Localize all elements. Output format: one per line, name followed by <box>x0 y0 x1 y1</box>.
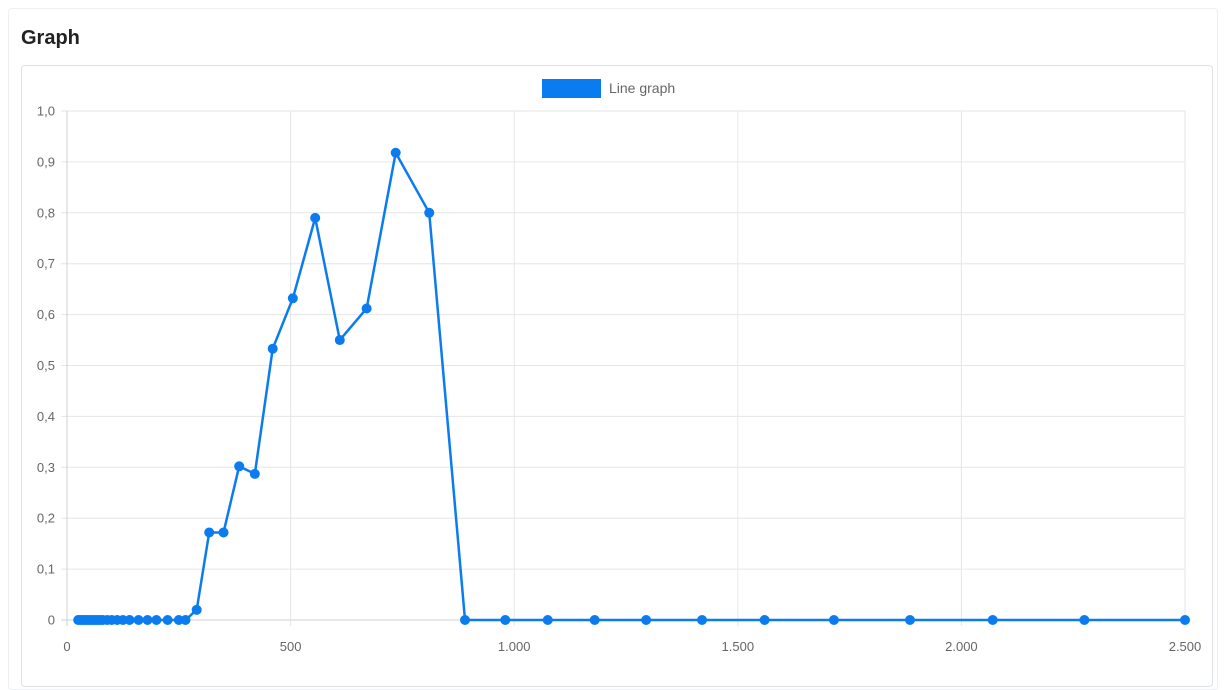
data-point[interactable] <box>361 303 372 314</box>
x-tick-label: 1.000 <box>498 639 531 654</box>
data-point[interactable] <box>390 147 401 158</box>
data-point[interactable] <box>162 615 173 625</box>
legend-label[interactable]: Line graph <box>609 80 675 96</box>
data-point[interactable] <box>460 615 471 625</box>
x-tick-label: 500 <box>280 639 302 654</box>
x-tick-label: 2.000 <box>945 639 978 654</box>
data-point[interactable] <box>180 615 191 625</box>
data-point[interactable] <box>542 615 553 625</box>
data-point[interactable] <box>500 615 511 625</box>
y-tick-label: 0,8 <box>37 205 55 220</box>
y-tick-label: 0,7 <box>37 256 55 271</box>
x-tick-label: 0 <box>63 639 70 654</box>
data-point[interactable] <box>204 527 215 538</box>
data-point[interactable] <box>124 615 135 625</box>
y-tick-label: 0,6 <box>37 307 55 322</box>
legend[interactable]: Line graph <box>542 79 675 98</box>
data-point[interactable] <box>287 293 298 304</box>
grid-lines <box>61 110 1186 626</box>
x-tick-label: 1.500 <box>722 639 755 654</box>
y-tick-label: 0,4 <box>37 409 55 424</box>
data-point[interactable] <box>310 212 321 223</box>
data-point[interactable] <box>697 615 708 625</box>
data-point[interactable] <box>828 615 839 625</box>
y-tick-label: 0,3 <box>37 460 55 475</box>
axes: 0 0,1 0,2 0,3 0,4 0,5 0,6 0,7 0,8 0,9 1,0 0 500 1.000… <box>37 104 1201 655</box>
series-layer <box>73 147 1190 625</box>
data-point[interactable] <box>234 461 245 472</box>
y-tick-label: 0,5 <box>37 358 55 373</box>
y-tick-label: 0 <box>48 613 55 628</box>
data-point[interactable] <box>987 615 998 625</box>
data-point[interactable] <box>191 604 202 615</box>
data-point[interactable] <box>1180 615 1190 625</box>
y-tick-label: 1,0 <box>37 104 55 119</box>
panel-title: Graph <box>21 27 80 49</box>
data-point[interactable] <box>142 615 153 625</box>
data-point[interactable] <box>267 343 278 354</box>
y-tick-label: 0,1 <box>37 562 55 577</box>
data-point[interactable] <box>589 615 600 625</box>
data-point[interactable] <box>249 468 260 479</box>
data-point[interactable] <box>151 615 162 625</box>
line-chart: 0 0,1 0,2 0,3 0,4 0,5 0,6 0,7 0,8 0,9 1,0 0 500 1.000… <box>37 79 1201 655</box>
data-point[interactable] <box>424 207 435 218</box>
data-point[interactable] <box>218 527 229 538</box>
y-tick-label: 0,2 <box>37 511 55 526</box>
data-point[interactable] <box>641 615 652 625</box>
data-point[interactable] <box>334 335 345 346</box>
legend-swatch[interactable] <box>542 79 601 98</box>
y-tick-label: 0,9 <box>37 154 55 169</box>
data-point[interactable] <box>1079 615 1090 625</box>
chart-card <box>21 65 1213 687</box>
x-tick-label: 2.500 <box>1169 639 1202 654</box>
data-point[interactable] <box>904 615 915 625</box>
series-line <box>78 151 1185 622</box>
data-point[interactable] <box>133 615 144 625</box>
data-point[interactable] <box>759 615 770 625</box>
